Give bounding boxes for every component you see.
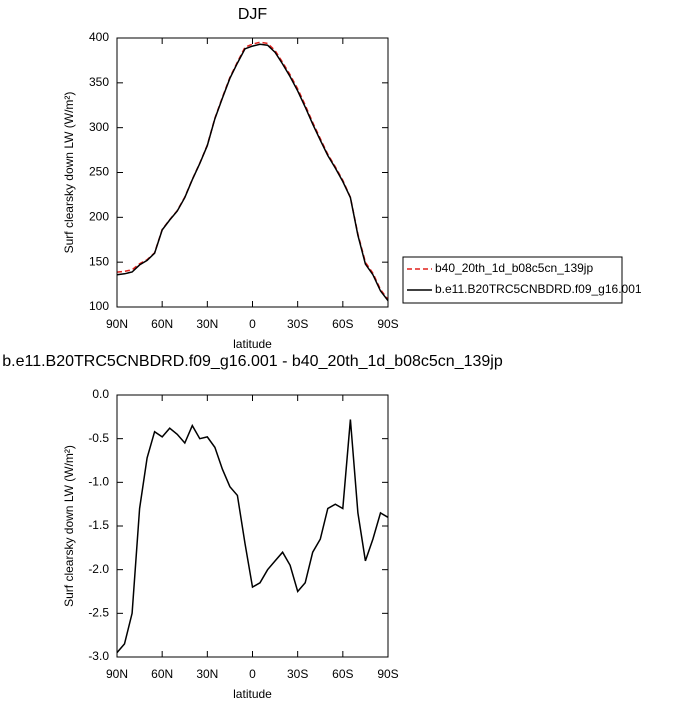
- legend-label: b40_20th_1d_b08c5cn_139jp: [435, 261, 593, 275]
- x-tick-label: 60N: [151, 317, 173, 331]
- chart-title: b.e11.B20TRC5CNBDRD.f09_g16.001 - b40_20…: [2, 353, 503, 370]
- y-tick-label: -3.0: [88, 649, 109, 663]
- y-tick-label: 150: [89, 254, 109, 268]
- plot-frame: [116, 394, 389, 658]
- y-tick-label: 350: [89, 75, 109, 89]
- y-tick-label: -0.5: [88, 431, 109, 445]
- y-tick-label: 100: [89, 299, 109, 313]
- legend-label: b.e11.B20TRC5CNBDRD.f09_g16.001: [435, 282, 642, 296]
- x-tick-label: 90S: [377, 667, 398, 681]
- plot-frame: [116, 37, 389, 308]
- x-tick-label: 60N: [151, 667, 173, 681]
- y-tick-label: -1.5: [88, 518, 109, 532]
- y-tick-label: 300: [89, 120, 109, 134]
- x-tick-label: 30N: [196, 667, 218, 681]
- x-tick-label: 90N: [106, 667, 128, 681]
- x-axis-label: latitude: [233, 687, 272, 701]
- y-tick-label: 250: [89, 165, 109, 179]
- x-tick-label: 30S: [287, 667, 308, 681]
- y-tick-label: 0.0: [92, 387, 109, 401]
- y-tick-label: -2.5: [88, 606, 109, 620]
- x-tick-label: 60S: [332, 317, 353, 331]
- chart-title: DJF: [238, 6, 268, 23]
- y-axis-label: Surf clearsky down LW (W/m²): [62, 445, 76, 607]
- x-tick-label: 60S: [332, 667, 353, 681]
- x-tick-label: 90S: [377, 317, 398, 331]
- x-tick-label: 0: [249, 317, 256, 331]
- x-tick-label: 0: [249, 667, 256, 681]
- x-tick-label: 30S: [287, 317, 308, 331]
- series-line: [116, 43, 389, 302]
- x-tick-label: 30N: [196, 317, 218, 331]
- y-tick-label: 200: [89, 210, 109, 224]
- x-axis-label: latitude: [233, 337, 272, 351]
- series-line: [116, 41, 389, 300]
- series-line: [116, 419, 389, 654]
- y-axis-label: Surf clearsky down LW (W/m²): [62, 92, 76, 254]
- y-tick-label: -2.0: [88, 562, 109, 576]
- legend-box: [402, 256, 623, 304]
- x-tick-label: 90N: [106, 317, 128, 331]
- y-tick-label: -1.0: [88, 475, 109, 489]
- y-tick-label: 400: [89, 30, 109, 44]
